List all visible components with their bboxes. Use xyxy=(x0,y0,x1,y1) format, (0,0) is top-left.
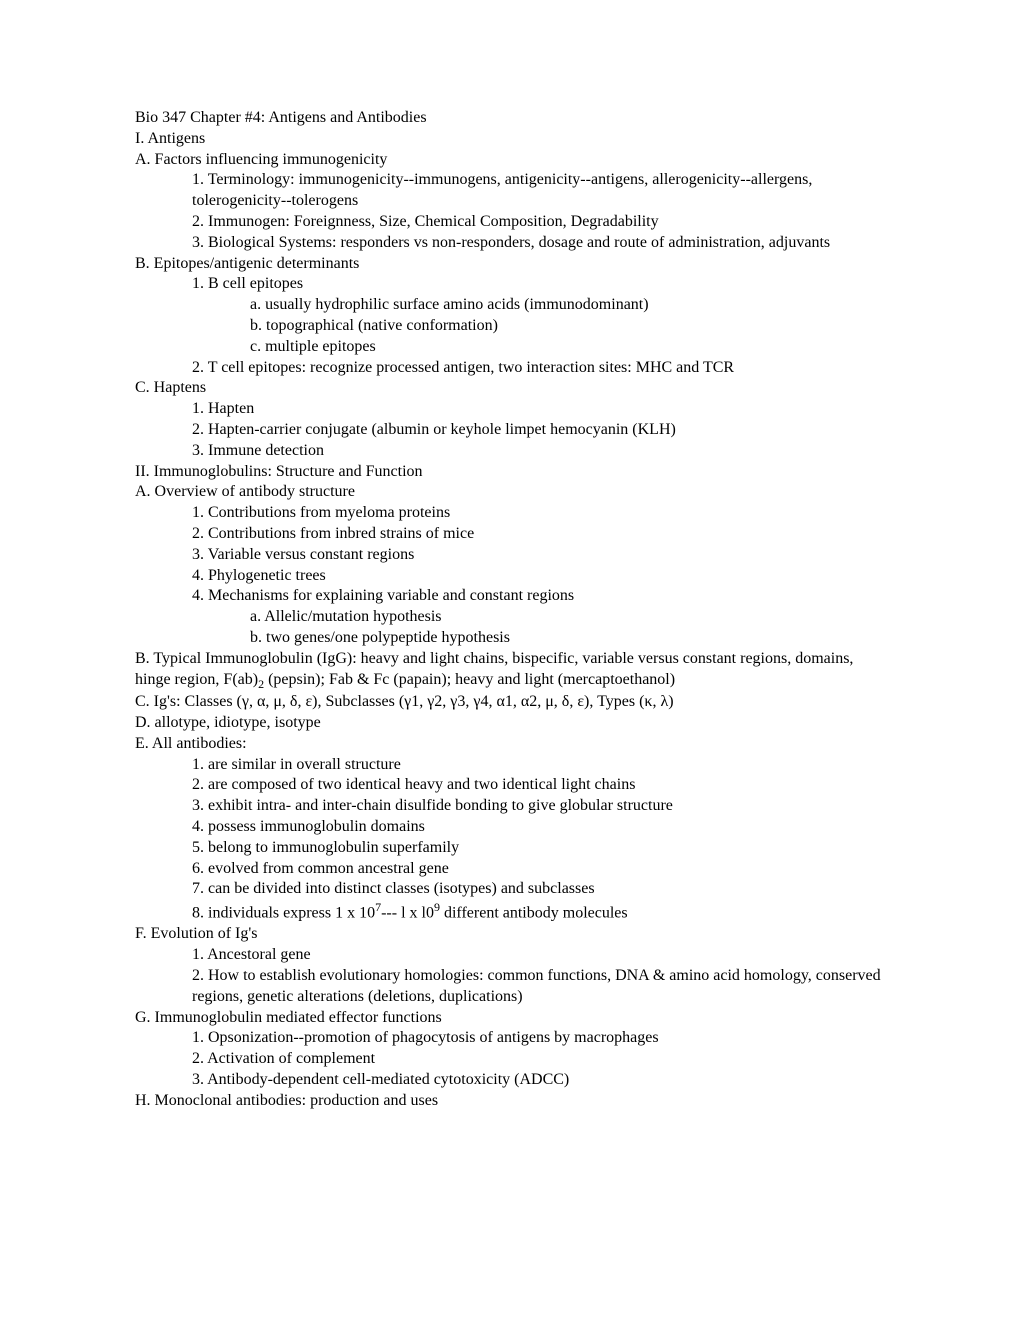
outline-line: Bio 347 Chapter #4: Antigens and Antibod… xyxy=(135,108,885,129)
outline-line: 4. Phylogenetic trees xyxy=(135,566,885,587)
outline-line: 3. Biological Systems: responders vs non… xyxy=(135,233,885,254)
outline-line: a. usually hydrophilic surface amino aci… xyxy=(135,295,885,316)
outline-line: A. Overview of antibody structure xyxy=(135,482,885,503)
outline-line: 6. evolved from common ancestral gene xyxy=(135,859,885,880)
outline-line: c. multiple epitopes xyxy=(135,337,885,358)
outline-line: 2. T cell epitopes: recognize processed … xyxy=(135,358,885,379)
outline-line: 2. Hapten-carrier conjugate (albumin or … xyxy=(135,420,885,441)
outline-line: 1. B cell epitopes xyxy=(135,274,885,295)
outline-line: E. All antibodies: xyxy=(135,734,885,755)
outline-line: G. Immunoglobulin mediated effector func… xyxy=(135,1008,885,1029)
outline-line: II. Immunoglobulins: Structure and Funct… xyxy=(135,462,885,483)
outline-line: 3. exhibit intra- and inter-chain disulf… xyxy=(135,796,885,817)
outline-line: C. Ig's: Classes (γ, α, μ, δ, ε), Subcla… xyxy=(135,692,885,713)
outline-line: B. Epitopes/antigenic determinants xyxy=(135,254,885,275)
outline-line: 8. individuals express 1 x 107--- l x l0… xyxy=(135,900,885,924)
outline-line: 1. Terminology: immunogenicity--immunoge… xyxy=(135,170,885,212)
outline-line: b. topographical (native conformation) xyxy=(135,316,885,337)
outline-line: 1. Contributions from myeloma proteins xyxy=(135,503,885,524)
outline-line: 2. Immunogen: Foreignness, Size, Chemica… xyxy=(135,212,885,233)
outline-line: 4. Mechanisms for explaining variable an… xyxy=(135,586,885,607)
outline-line: 5. belong to immunoglobulin superfamily xyxy=(135,838,885,859)
outline-line: 1. Opsonization--promotion of phagocytos… xyxy=(135,1028,885,1049)
outline-line: a. Allelic/mutation hypothesis xyxy=(135,607,885,628)
outline-line: D. allotype, idiotype, isotype xyxy=(135,713,885,734)
outline-line: 3. Variable versus constant regions xyxy=(135,545,885,566)
outline-line: 7. can be divided into distinct classes … xyxy=(135,879,885,900)
outline-line: 4. possess immunoglobulin domains xyxy=(135,817,885,838)
document-outline: Bio 347 Chapter #4: Antigens and Antibod… xyxy=(135,108,885,1112)
outline-line: 1. Ancestoral gene xyxy=(135,945,885,966)
outline-line: b. two genes/one polypeptide hypothesis xyxy=(135,628,885,649)
outline-line: A. Factors influencing immunogenicity xyxy=(135,150,885,171)
outline-line: 2. are composed of two identical heavy a… xyxy=(135,775,885,796)
outline-line: C. Haptens xyxy=(135,378,885,399)
outline-line: I. Antigens xyxy=(135,129,885,150)
outline-line: F. Evolution of Ig's xyxy=(135,924,885,945)
outline-line: 1. are similar in overall structure xyxy=(135,755,885,776)
outline-line: 2. How to establish evolutionary homolog… xyxy=(135,966,885,1008)
outline-line: 1. Hapten xyxy=(135,399,885,420)
outline-line: 3. Antibody-dependent cell-mediated cyto… xyxy=(135,1070,885,1091)
outline-line: 2. Activation of complement xyxy=(135,1049,885,1070)
outline-line: B. Typical Immunoglobulin (IgG): heavy a… xyxy=(135,649,885,693)
outline-line: 3. Immune detection xyxy=(135,441,885,462)
outline-line: H. Monoclonal antibodies: production and… xyxy=(135,1091,885,1112)
outline-line: 2. Contributions from inbred strains of … xyxy=(135,524,885,545)
